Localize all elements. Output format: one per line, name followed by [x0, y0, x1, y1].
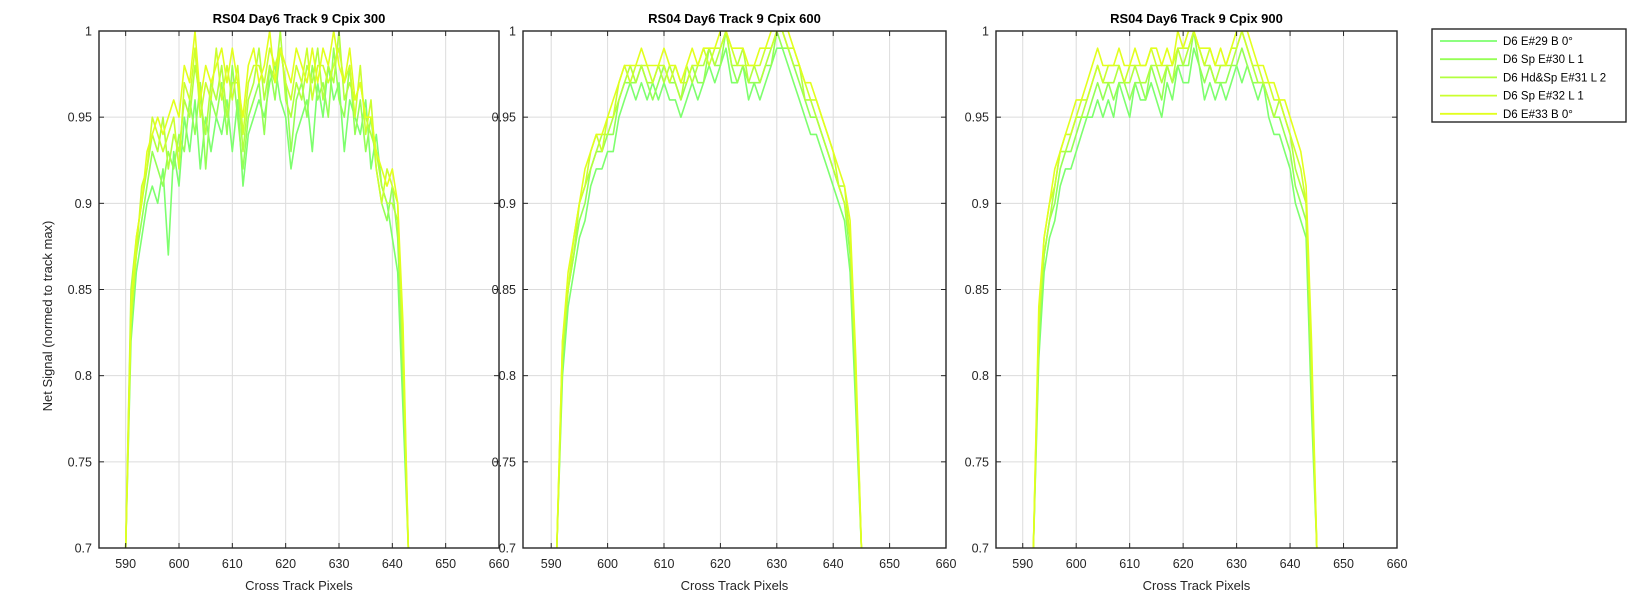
series-line	[556, 31, 863, 548]
x-tick-label: 660	[1387, 557, 1408, 571]
x-tick-label: 630	[329, 557, 350, 571]
y-tick-label: 0.75	[492, 455, 516, 469]
y-tick-label: 0.9	[499, 197, 516, 211]
x-tick-label: 600	[1066, 557, 1087, 571]
y-tick-label: 0.85	[492, 283, 516, 297]
series-line	[1032, 47, 1318, 548]
y-tick-label: 0.95	[965, 111, 989, 125]
series-line	[124, 31, 410, 548]
x-tick-label: 600	[597, 557, 618, 571]
y-tick-label: 0.9	[972, 197, 989, 211]
legend-label: D6 E#33 B 0°	[1503, 109, 1573, 121]
x-tick-label: 640	[823, 557, 844, 571]
y-tick-label: 0.7	[499, 542, 516, 556]
legend: D6 E#29 B 0° D6 Sp E#30 L 1 D6 Hd&Sp E#31 …	[1431, 28, 1627, 123]
chart-panel: 590 600 610 620 630 640 650 660 0.7 0.75 0.8 0.85 0.…	[68, 11, 510, 593]
x-tick-label: 590	[115, 557, 136, 571]
series-line	[1032, 31, 1318, 548]
series-line	[124, 47, 410, 548]
y-tick-label: 0.85	[965, 283, 989, 297]
y-tick-label: 0.9	[75, 197, 92, 211]
x-tick-label: 600	[169, 557, 190, 571]
x-tick-label: 660	[489, 557, 510, 571]
legend-label: D6 Sp E#30 L 1	[1503, 54, 1584, 66]
series-group	[1032, 31, 1318, 548]
chart-panel: 590 600 610 620 630 640 650 6600.70.750.80.850.…	[492, 11, 957, 593]
y-tick-label: 0.8	[499, 369, 516, 383]
x-tick-label: 660	[936, 557, 957, 571]
x-tick-label: 640	[382, 557, 403, 571]
y-tick-label: 0.8	[75, 369, 92, 383]
x-tick-label: 640	[1280, 557, 1301, 571]
series-group	[124, 31, 410, 548]
y-tick-label: 0.75	[965, 455, 989, 469]
y-tick-label: 0.8	[972, 369, 989, 383]
x-tick-label: 650	[435, 557, 456, 571]
x-tick-label: 650	[879, 557, 900, 571]
y-tick-label: 1	[85, 25, 92, 39]
x-tick-label: 610	[1119, 557, 1140, 571]
y-tick-label: 1	[982, 25, 989, 39]
y-tick-label: 1	[509, 25, 516, 39]
chart-title: RS04 Day6 Track 9 Cpix 600	[648, 11, 821, 26]
x-tick-label: 620	[1173, 557, 1194, 571]
legend-label: D6 E#29 B 0°	[1503, 36, 1573, 48]
chart-panels: 590 600 610 620 630 640 650 6600.70.750.80.850.…	[68, 11, 1408, 593]
series-line	[124, 47, 410, 548]
x-tick-label: 610	[222, 557, 243, 571]
chart-title: RS04 Day6 Track 9 Cpix 900	[1110, 11, 1283, 26]
legend-label: D6 Hd&Sp E#31 L 2	[1503, 72, 1606, 84]
x-tick-label: 590	[1012, 557, 1033, 571]
series-line	[1032, 31, 1318, 548]
legend-box	[1431, 28, 1627, 123]
x-tick-label: 620	[275, 557, 296, 571]
y-tick-label: 0.95	[68, 111, 92, 125]
x-tick-label: 610	[654, 557, 675, 571]
y-tick-label: 0.7	[75, 542, 92, 556]
x-tick-label: 650	[1333, 557, 1354, 571]
y-tick-label: 0.7	[972, 542, 989, 556]
x-tick-label: 630	[766, 557, 787, 571]
series-group	[556, 31, 863, 548]
x-tick-label: 630	[1226, 557, 1247, 571]
series-line	[1032, 31, 1318, 548]
x-axis-label: Cross Track Pixels	[1143, 578, 1251, 593]
x-axis-label: Cross Track Pixels	[245, 578, 353, 593]
x-tick-label: 590	[541, 557, 562, 571]
y-tick-label: 0.85	[68, 283, 92, 297]
y-tick-label: 0.75	[68, 455, 92, 469]
x-tick-label: 620	[710, 557, 731, 571]
chart-panel: 590 600 610 620 630 640 650 660 0.7 0.75 0.8 0.85 0.…	[965, 11, 1408, 593]
y-tick-label: 0.95	[492, 111, 516, 125]
legend-label: D6 Sp E#32 L 1	[1503, 91, 1584, 103]
x-axis-label: Cross Track Pixels	[681, 578, 789, 593]
y-axis-label: Net Signal (normed to track max)	[40, 221, 55, 412]
chart-title: RS04 Day6 Track 9 Cpix 300	[213, 11, 386, 26]
